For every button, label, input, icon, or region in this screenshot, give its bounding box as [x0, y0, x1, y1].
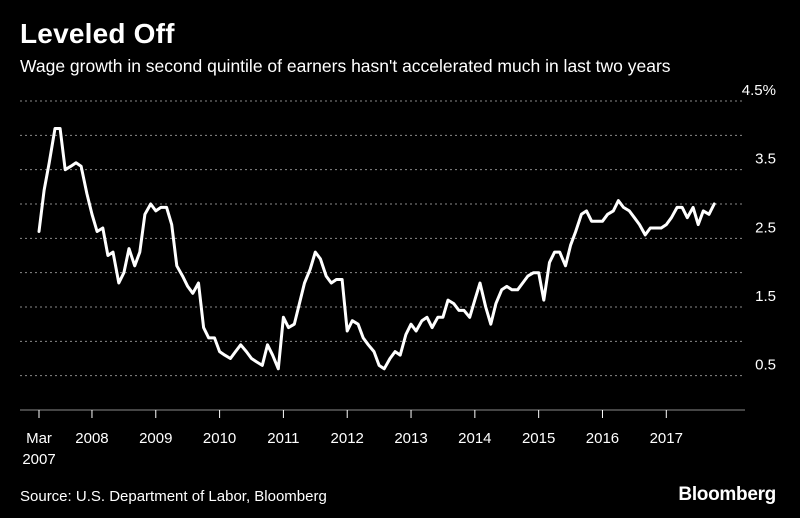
series-line-0 — [37, 127, 716, 371]
chart-title: Leveled Off — [20, 18, 175, 49]
source-note: Source: U.S. Department of Labor, Bloomb… — [20, 488, 327, 505]
x-tick-sublabel-0: 2007 — [22, 451, 55, 468]
x-tick-label-4: 2011 — [267, 430, 299, 447]
x-tick-label-10: 2017 — [650, 430, 683, 447]
x-axis: Mar 2007 2008 2009 2010 2011 2012 2013 2014 2015 2… — [20, 409, 745, 468]
x-tick-label-0: Mar — [26, 430, 52, 447]
x-tick-label-5: 2012 — [331, 430, 364, 447]
x-tick-label-2: 2009 — [139, 430, 172, 447]
chart-subtitle: Wage growth in second quintile of earner… — [20, 56, 671, 76]
y-tick-label-4: 0.5 — [755, 357, 776, 374]
x-tick-label-1: 2008 — [75, 430, 108, 447]
y-axis-labels: 4.5% 3.5 2.5 1.5 0.5 — [742, 82, 776, 374]
x-tick-label-8: 2015 — [522, 430, 555, 447]
x-tick-label-3: 2010 — [203, 430, 236, 447]
y-tick-label-3: 1.5 — [755, 288, 776, 305]
x-tick-label-6: 2013 — [394, 430, 427, 447]
x-tick-label-7: 2014 — [458, 430, 491, 447]
y-tick-label-0: 4.5% — [742, 82, 776, 99]
x-tick-label-9: 2016 — [586, 430, 619, 447]
y-tick-label-1: 3.5 — [755, 151, 776, 168]
y-tick-label-2: 2.5 — [755, 219, 776, 236]
gridlines — [20, 100, 745, 377]
bloomberg-logo: Bloomberg — [678, 484, 776, 505]
series-layer — [37, 127, 716, 371]
